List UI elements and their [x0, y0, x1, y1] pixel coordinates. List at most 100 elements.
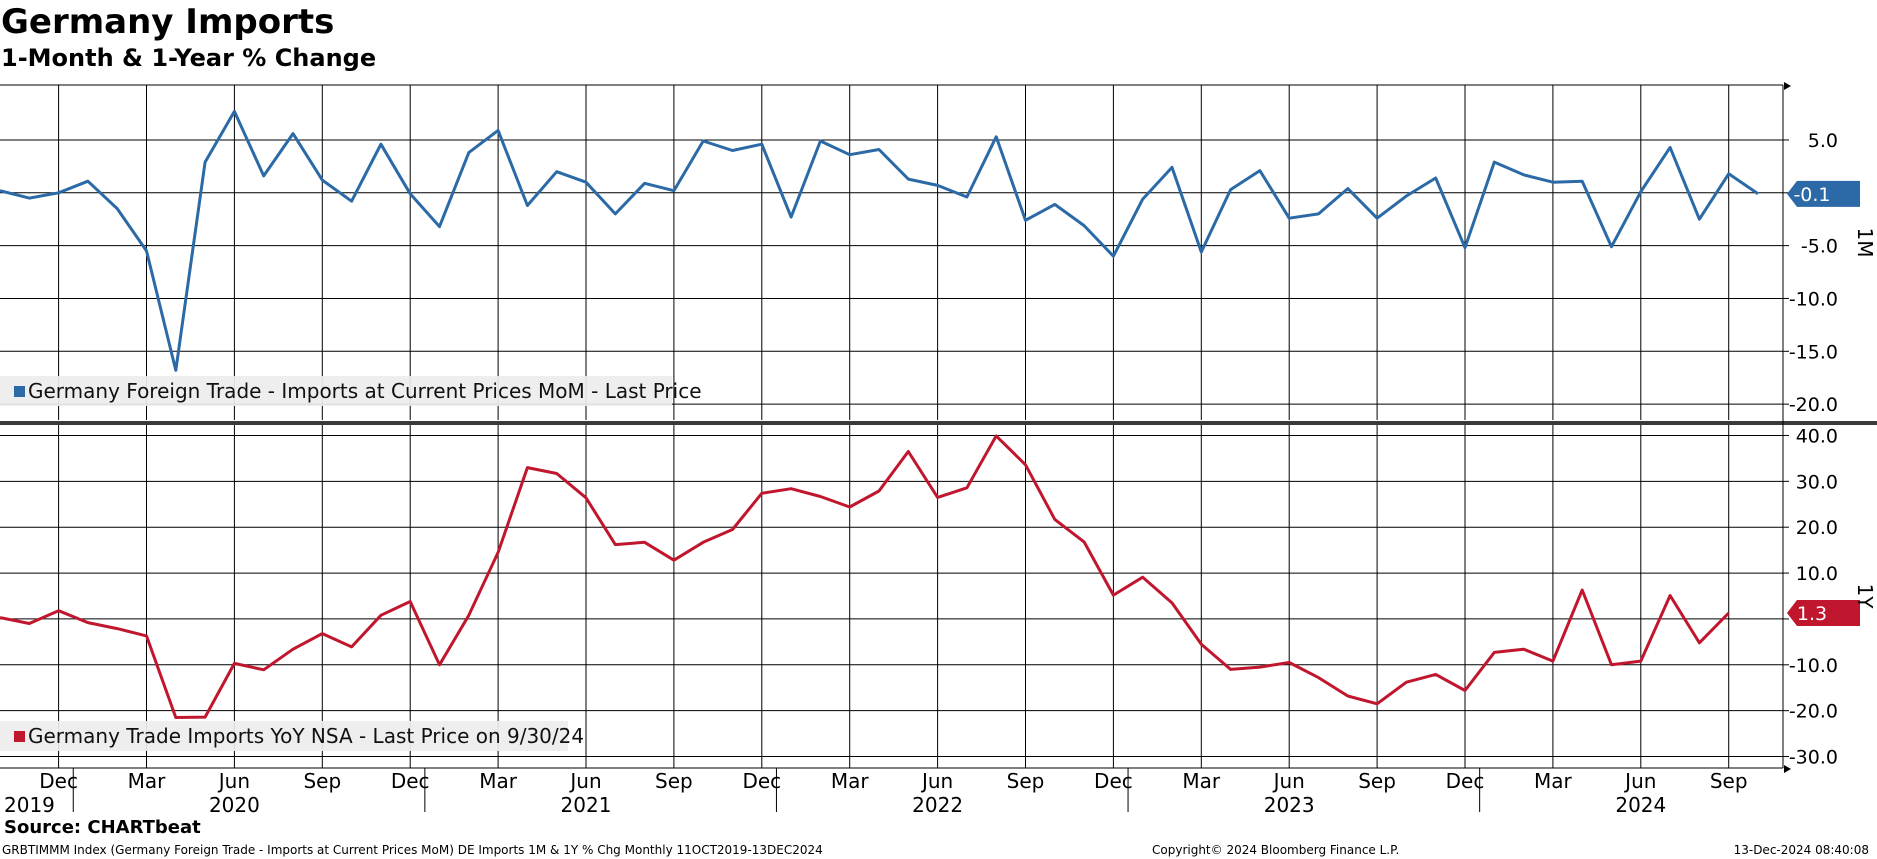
x-month-label: Jun: [1623, 769, 1656, 793]
mom-point: [965, 196, 968, 199]
y-tick-label: 10.0: [1796, 563, 1838, 585]
panel-separator: [0, 421, 1877, 425]
mom-point: [1053, 203, 1056, 206]
yoy-point: [907, 450, 910, 453]
yoy-point: [204, 716, 207, 719]
x-year-label: 2022: [912, 793, 963, 817]
yoy-point: [1551, 660, 1554, 663]
last-value-label: -0.1: [1793, 184, 1830, 206]
chart-title: Germany Imports: [1, 2, 335, 42]
y-tick-label: -10.0: [1789, 655, 1838, 677]
y-tick-label: 40.0: [1796, 425, 1838, 447]
mom-point: [702, 140, 705, 143]
mom-point: [379, 143, 382, 146]
mom-point: [907, 178, 910, 181]
yoy-point: [379, 614, 382, 617]
legend-swatch: [14, 731, 25, 742]
yoy-point: [1112, 594, 1115, 597]
mom-point: [1083, 224, 1086, 227]
yoy-point: [1053, 518, 1056, 521]
x-month-label: Mar: [1182, 769, 1221, 793]
last-value-label: 1.3: [1797, 603, 1827, 625]
yoy-point: [262, 668, 265, 671]
legend-box: [0, 721, 568, 751]
yoy-point: [1405, 681, 1408, 684]
yoy-point: [1258, 666, 1261, 669]
yoy-point: [1171, 601, 1174, 604]
yoy-point: [1581, 589, 1584, 592]
x-year-label: 2019: [4, 793, 55, 817]
yoy-point: [1024, 463, 1027, 466]
x-year-label: 2020: [209, 793, 260, 817]
x-month-label: Mar: [128, 769, 167, 793]
axis-arrow-top: [1784, 82, 1791, 90]
x-month-label: Mar: [479, 769, 518, 793]
yoy-point: [790, 487, 793, 490]
last-value-flag: [1787, 599, 1860, 626]
x-month-label: Sep: [1007, 769, 1045, 793]
mom-point: [995, 135, 998, 138]
mom-point: [1112, 255, 1115, 258]
mom-point: [1493, 161, 1496, 164]
yoy-point: [1376, 702, 1379, 705]
yoy-point: [995, 434, 998, 437]
mom-point: [672, 189, 675, 192]
mom-point: [1376, 217, 1379, 220]
mom-series-line: [0, 109, 1759, 372]
mom-point: [1757, 192, 1760, 195]
yoy-point: [672, 559, 675, 562]
yoy-point: [702, 541, 705, 544]
y-tick-label: 30.0: [1796, 471, 1838, 493]
yoy-point: [848, 506, 851, 509]
yoy-point: [292, 648, 295, 651]
yoy-point: [1727, 612, 1730, 615]
yoy-point: [1434, 673, 1437, 676]
mom-point: [790, 216, 793, 219]
mom-point: [848, 153, 851, 156]
mom-point: [86, 180, 89, 183]
legend-box: [0, 376, 672, 406]
y-tick-label: -20.0: [1789, 701, 1838, 723]
yoy-point: [1522, 648, 1525, 651]
yoy-point: [878, 490, 881, 493]
legend-label: Germany Trade Imports YoY NSA - Last Pri…: [28, 724, 584, 748]
mom-point: [1464, 246, 1467, 249]
yoy-point: [1317, 676, 1320, 679]
mom-point: [1258, 169, 1261, 172]
yoy-point: [1141, 576, 1144, 579]
yoy-point: [1288, 661, 1291, 664]
x-axis: Dec Mar Jun Sep Dec Mar Jun Sep Dec Mar Jun Sep Dec M…: [4, 768, 1748, 817]
mom-point: [760, 143, 763, 146]
yoy-point: [965, 486, 968, 489]
x-month-label: Dec: [39, 769, 78, 793]
yoy-point: [28, 622, 31, 625]
x-month-label: Jun: [920, 769, 953, 793]
x-month-label: Dec: [391, 769, 430, 793]
mom-point: [614, 212, 617, 215]
mom-point: [292, 132, 295, 135]
x-month-label: Mar: [1534, 769, 1573, 793]
chart-subtitle: 1-Month & 1-Year % Change: [1, 44, 377, 72]
yoy-point: [1610, 663, 1613, 666]
mom-point: [497, 129, 500, 132]
mom-point: [467, 151, 470, 154]
x-month-label: Sep: [1710, 769, 1748, 793]
yoy-point: [350, 645, 353, 648]
last-value-flag: [1787, 180, 1860, 207]
x-month-label: Sep: [1358, 769, 1396, 793]
y-tick-label: 20.0: [1796, 517, 1838, 539]
yoy-point: [643, 541, 646, 544]
mom-point: [1405, 195, 1408, 198]
mom-point: [1317, 212, 1320, 215]
legends: Germany Foreign Trade - Imports at Curre…: [0, 376, 702, 751]
y-axis: 5.0 -5.0 -10.0 -15.0 -20.0 -0.1 1M 40.0 30.0 20.0…: [1783, 130, 1877, 769]
mom-point: [1229, 188, 1232, 191]
gridlines: [0, 85, 1783, 768]
mom-point: [585, 181, 588, 184]
mom-point: [116, 207, 119, 210]
mom-point: [1727, 172, 1730, 175]
yoy-point: [116, 627, 119, 630]
yoy-point: [1639, 660, 1642, 663]
yoy-point: [321, 632, 324, 635]
